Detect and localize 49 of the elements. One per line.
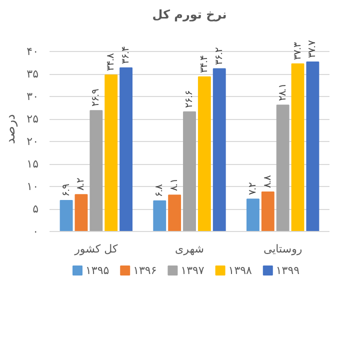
y-tick-label: ۳۵ [26, 68, 39, 81]
bar [198, 76, 211, 232]
data-label: ۶.۸ [154, 183, 166, 197]
y-tick-label: ۵ [32, 202, 39, 216]
legend-label: ۱۳۹۵ [86, 264, 110, 277]
chart-title: نرخ تورم کل [152, 8, 227, 22]
data-label: ۷.۲ [247, 182, 258, 196]
bar [183, 111, 196, 232]
data-label: ۸.۲ [76, 178, 87, 191]
data-label: ۸.۱ [169, 178, 180, 192]
data-label: ۳۷.۷ [307, 40, 318, 58]
bar [74, 194, 88, 232]
bar [291, 63, 304, 232]
bar [276, 104, 290, 232]
legend-label: ۱۳۹۷ [180, 264, 204, 277]
y-tick-label: ۳۰ [26, 90, 39, 104]
data-label: ۳۴.۴ [198, 55, 210, 73]
data-label: ۳۶.۲ [214, 47, 225, 65]
y-tick-label: ۰ [32, 225, 39, 238]
data-label: ۸.۸ [262, 174, 274, 188]
bar [153, 200, 166, 232]
legend-label: ۱۳۹۹ [276, 264, 300, 277]
bar [60, 200, 73, 232]
bar [90, 110, 103, 232]
x-tick-label: کل کشور [74, 242, 118, 256]
y-tick-label: ۲۵ [26, 112, 39, 126]
data-label: ۳۷.۳ [292, 41, 304, 60]
y-axis-title: درصد [4, 114, 19, 144]
data-label: ۲۶.۶ [184, 90, 195, 108]
data-label: ۶.۹ [60, 184, 72, 196]
y-tick-label: ۲۰ [26, 135, 39, 148]
bar [212, 68, 226, 232]
data-label: ۲۸.۱ [277, 84, 288, 102]
y-tick-label: ۱۵ [26, 158, 39, 171]
x-tick-label: شهری [175, 242, 204, 256]
bar [120, 67, 133, 232]
y-tick-label: ۴۰ [26, 45, 39, 58]
data-label: ۲۶.۹ [90, 89, 102, 107]
data-label: ۳۴.۸ [106, 52, 117, 72]
x-tick-label: روستایی [263, 242, 302, 256]
bar [104, 74, 118, 232]
bar [168, 194, 182, 232]
bar [246, 198, 260, 232]
y-tick-label: ۱۰ [26, 180, 39, 194]
bar [306, 62, 320, 232]
data-label: ۳۶.۴ [120, 46, 132, 64]
bar [261, 191, 274, 232]
legend-label: ۱۳۹۸ [228, 264, 252, 277]
legend-label: ۱۳۹۶ [133, 264, 157, 277]
